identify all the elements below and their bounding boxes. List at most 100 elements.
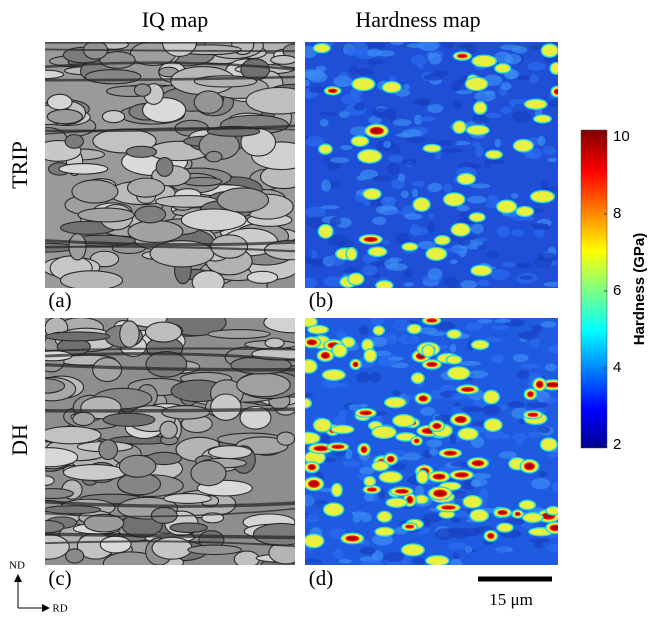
spot xyxy=(414,439,419,443)
texture xyxy=(388,154,402,162)
texture xyxy=(330,217,341,226)
texture xyxy=(450,344,457,353)
texture xyxy=(373,59,384,64)
spot xyxy=(525,463,535,470)
spot xyxy=(466,78,487,90)
spot xyxy=(464,496,481,507)
grain xyxy=(40,426,101,443)
texture xyxy=(454,100,462,109)
axis-label: RD xyxy=(52,603,67,615)
texture xyxy=(548,345,565,354)
texture xyxy=(511,193,519,199)
hardness-map xyxy=(295,315,569,570)
axis-label: ND xyxy=(9,560,25,572)
spot xyxy=(455,417,466,423)
texture xyxy=(351,511,366,516)
texture xyxy=(321,205,340,209)
spot xyxy=(347,248,356,259)
texture xyxy=(517,370,530,379)
texture xyxy=(411,55,427,66)
texture xyxy=(383,210,404,214)
texture xyxy=(383,552,405,562)
texture xyxy=(321,180,331,192)
spot xyxy=(364,237,377,241)
spot xyxy=(373,427,396,438)
grain xyxy=(27,70,64,78)
spot xyxy=(396,490,408,494)
grain xyxy=(134,84,150,96)
texture xyxy=(473,141,481,147)
grain xyxy=(188,545,242,554)
colorbar-label: Hardness (GPa) xyxy=(631,233,648,346)
texture xyxy=(354,103,366,111)
spot xyxy=(332,445,344,448)
grain xyxy=(78,208,134,222)
texture xyxy=(412,181,424,187)
texture xyxy=(492,326,508,330)
spot xyxy=(458,54,467,57)
panel-label: (d) xyxy=(309,566,334,590)
texture xyxy=(377,50,395,56)
colorbar-tick-label: 8 xyxy=(613,205,621,222)
texture xyxy=(552,482,563,493)
spot xyxy=(484,391,498,403)
texture xyxy=(543,397,556,404)
spot xyxy=(550,525,560,530)
scale-bar-label: 15 μm xyxy=(489,590,533,609)
texture xyxy=(427,104,443,113)
grain xyxy=(73,412,95,425)
spot xyxy=(332,426,353,433)
texture xyxy=(428,268,443,280)
spot xyxy=(415,496,427,503)
texture xyxy=(426,439,442,448)
grain xyxy=(211,394,241,420)
texture xyxy=(333,76,352,87)
grain xyxy=(100,536,131,553)
grain xyxy=(164,494,211,504)
spot xyxy=(427,319,437,322)
spot xyxy=(474,102,486,113)
spot xyxy=(448,367,469,379)
row-label: TRIP xyxy=(7,141,32,189)
texture xyxy=(362,265,377,276)
texture xyxy=(413,557,425,565)
grain xyxy=(47,109,82,123)
spot xyxy=(352,137,368,146)
texture xyxy=(436,140,457,146)
spot xyxy=(346,536,358,541)
spot xyxy=(360,411,371,415)
texture xyxy=(311,250,317,258)
spot xyxy=(467,126,488,134)
spot xyxy=(424,145,440,152)
texture xyxy=(403,158,417,166)
spot xyxy=(444,194,464,206)
column-header: IQ map xyxy=(142,7,209,32)
panel-label: (c) xyxy=(48,566,71,590)
grain xyxy=(246,88,312,114)
spot xyxy=(471,510,488,521)
spot xyxy=(472,341,488,349)
spot xyxy=(305,535,323,547)
texture xyxy=(392,119,411,126)
texture xyxy=(450,559,462,569)
spot xyxy=(408,325,420,333)
texture xyxy=(450,462,469,467)
texture xyxy=(297,392,313,397)
texture xyxy=(340,145,352,150)
texture xyxy=(453,552,460,560)
texture xyxy=(366,40,385,50)
panel-label: (a) xyxy=(48,288,71,312)
spot xyxy=(486,151,501,158)
spot xyxy=(383,82,400,92)
spot xyxy=(323,370,344,379)
grain xyxy=(170,523,207,533)
spot xyxy=(523,513,542,521)
texture xyxy=(383,240,391,244)
spot xyxy=(414,198,429,210)
texture xyxy=(478,319,493,324)
texture xyxy=(359,467,374,475)
texture xyxy=(398,174,406,182)
grain xyxy=(265,338,284,348)
grain xyxy=(85,70,141,84)
spot xyxy=(302,317,316,326)
